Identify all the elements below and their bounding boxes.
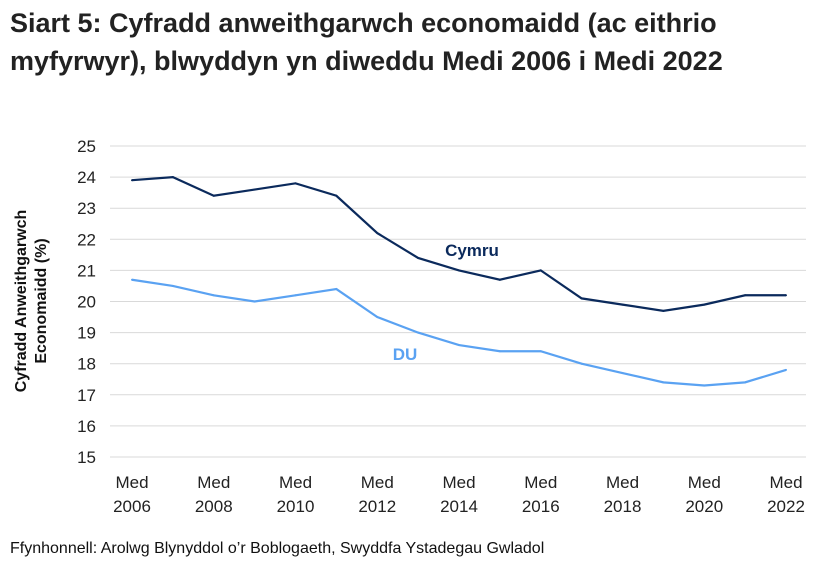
series-label: DU — [393, 345, 418, 364]
data-point — [785, 294, 787, 297]
data-point — [131, 179, 133, 182]
data-point — [294, 294, 297, 297]
data-point — [376, 232, 379, 235]
data-point — [376, 316, 379, 319]
y-tick-label: 24 — [77, 168, 96, 187]
data-point — [662, 309, 665, 312]
y-tick-label: 15 — [77, 448, 96, 467]
x-tick-label: 2022 — [767, 497, 805, 516]
y-tick-label: 19 — [77, 324, 96, 343]
data-point — [621, 303, 624, 306]
y-tick-label: 21 — [77, 261, 96, 280]
data-point — [580, 297, 583, 300]
data-point — [335, 288, 338, 291]
x-tick-label: 2012 — [358, 497, 396, 516]
data-point — [171, 284, 174, 287]
data-point — [744, 294, 747, 297]
data-point — [171, 176, 174, 179]
series-label: Cymru — [445, 241, 499, 260]
x-tick-label: Med — [606, 473, 639, 492]
data-point — [580, 362, 583, 365]
x-tick-label: 2014 — [440, 497, 478, 516]
y-tick-label: 16 — [77, 417, 96, 436]
data-point — [458, 269, 460, 272]
data-point — [335, 194, 338, 197]
x-tick-label: 2010 — [277, 497, 315, 516]
data-point — [539, 269, 542, 272]
chart-title: Siart 5: Cyfradd anweithgarwch economaid… — [10, 8, 723, 76]
data-point — [417, 331, 420, 334]
data-point — [253, 188, 256, 191]
y-tick-label: 25 — [77, 137, 96, 156]
x-tick-label: Med — [442, 473, 475, 492]
data-point — [212, 294, 215, 297]
x-tick-label: 2016 — [522, 497, 560, 516]
data-point — [294, 182, 297, 185]
x-tick-label: Med — [197, 473, 230, 492]
x-tick-label: Med — [769, 473, 802, 492]
data-point — [417, 256, 420, 259]
data-point — [498, 350, 501, 353]
x-tick-label: Med — [115, 473, 148, 492]
data-point — [498, 278, 501, 281]
data-point — [253, 300, 256, 303]
x-tick-label: 2020 — [685, 497, 723, 516]
data-point — [621, 372, 624, 375]
y-tick-label: 22 — [77, 230, 96, 249]
data-point — [703, 384, 706, 387]
y-tick-label: 20 — [77, 293, 96, 312]
x-tick-label: 2008 — [195, 497, 233, 516]
data-point — [212, 194, 215, 197]
source-note: Ffynhonnell: Arolwg Blynyddol o’r Boblog… — [10, 540, 545, 557]
y-tick-label: 23 — [77, 199, 96, 218]
x-tick-label: Med — [279, 473, 312, 492]
x-tick-label: 2018 — [604, 497, 642, 516]
y-tick-label: 17 — [77, 386, 96, 405]
data-point — [703, 303, 706, 306]
data-point — [539, 350, 542, 353]
data-point — [744, 381, 747, 384]
x-tick-label: Med — [688, 473, 721, 492]
data-point — [131, 278, 133, 281]
data-point — [785, 368, 787, 371]
y-tick-label: 18 — [77, 355, 96, 374]
x-tick-label: Med — [524, 473, 557, 492]
data-point — [458, 344, 460, 347]
y-axis-label: Cyfradd Anweithgarwch Economaidd (%) — [13, 210, 50, 393]
x-tick-label: 2006 — [113, 497, 151, 516]
data-point — [662, 381, 665, 384]
x-tick-label: Med — [361, 473, 394, 492]
